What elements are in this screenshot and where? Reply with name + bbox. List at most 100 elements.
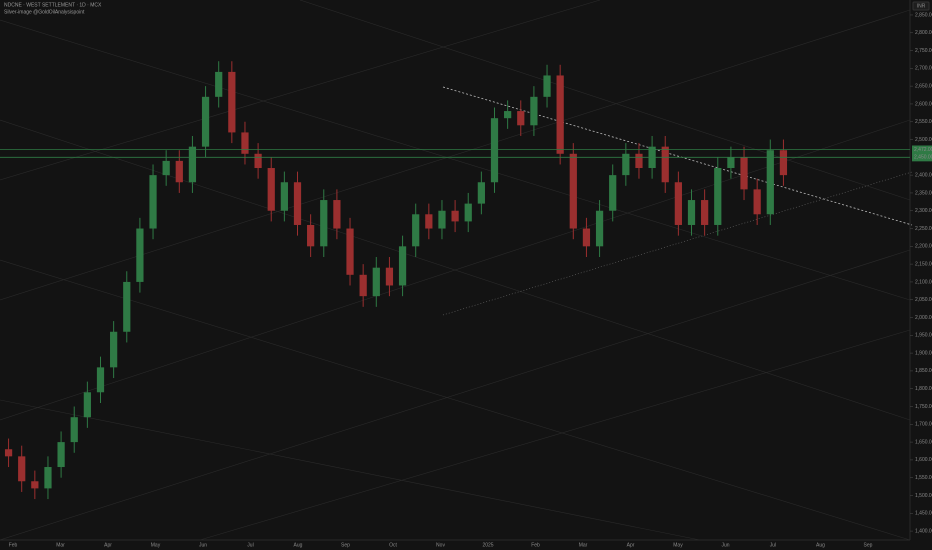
candle-body [110, 331, 118, 368]
y-tick-label: 2,850.00 [915, 12, 932, 18]
candle-body [556, 75, 564, 154]
y-tick-label: 2,250.00 [915, 226, 932, 232]
candle-body [18, 456, 26, 482]
currency-button[interactable] [912, 1, 930, 11]
y-tick-label: 2,550.00 [915, 119, 932, 125]
y-tick-label: 2,300.00 [915, 208, 932, 214]
candle-body [136, 228, 144, 282]
candle-body [477, 182, 485, 204]
candle-body [162, 160, 170, 176]
y-tick-label: 2,700.00 [915, 66, 932, 72]
price-label-box [912, 145, 932, 154]
candle-body [201, 96, 210, 147]
y-tick-label: 1,950.00 [915, 333, 932, 339]
x-tick-label: Apr [104, 542, 112, 548]
candle-body [215, 71, 223, 97]
y-tick-label: 2,800.00 [915, 30, 932, 36]
x-tick-label: Sep [864, 542, 873, 548]
candle-body [701, 200, 709, 225]
y-tick-label: 2,500.00 [915, 137, 932, 143]
candle-body [188, 146, 197, 183]
candle-body [569, 153, 577, 229]
x-tick-label: Jul [247, 542, 253, 548]
price-label-box [912, 153, 932, 162]
candle-body [83, 392, 91, 418]
y-tick-label: 2,750.00 [915, 48, 932, 54]
x-tick-label: May [673, 542, 683, 548]
candle-body [582, 228, 591, 247]
candle-body [530, 96, 538, 126]
candle-body [333, 200, 341, 229]
y-tick-label: 2,350.00 [915, 190, 932, 196]
candle-body [398, 246, 407, 286]
candle-body [595, 210, 604, 247]
candle-body [674, 182, 682, 225]
candle-body [44, 467, 52, 489]
candle-body [320, 200, 328, 247]
y-tick-label: 1,450.00 [915, 511, 932, 517]
currency-label[interactable]: INR [917, 3, 926, 9]
candle-body [635, 153, 643, 169]
y-tick-label: 1,550.00 [915, 475, 932, 481]
candle-body [622, 153, 630, 176]
candle-body [280, 182, 288, 211]
candle-body [228, 71, 236, 133]
candle-body [504, 111, 512, 119]
candle-body [412, 214, 420, 247]
y-tick-label: 2,150.00 [915, 261, 932, 267]
y-tick-label: 1,800.00 [915, 386, 932, 392]
y-tick-label: 2,100.00 [915, 279, 932, 285]
candle-body [714, 168, 722, 225]
x-tick-label: Nov [436, 542, 445, 548]
candle-body [254, 153, 262, 169]
y-tick-label: 1,500.00 [915, 493, 932, 499]
x-tick-label: Sep [341, 542, 350, 548]
candle-body [727, 157, 735, 169]
x-tick-label: Mar [579, 542, 588, 548]
candle-body [241, 132, 249, 154]
candle-body [359, 274, 367, 297]
candle-body [766, 150, 774, 215]
x-tick-label: Aug [294, 542, 303, 548]
y-tick-label: 1,850.00 [915, 368, 932, 374]
y-tick-label: 1,650.00 [915, 439, 932, 445]
candle-body [687, 200, 696, 225]
y-tick-label: 2,650.00 [915, 83, 932, 89]
y-tick-label: 1,750.00 [915, 404, 932, 410]
chart-subtitle: Silver-image @GoldOilAnalysispoint [4, 9, 85, 15]
x-tick-label: 2025 [482, 542, 493, 548]
y-tick-label: 1,400.00 [915, 528, 932, 534]
y-tick-label: 1,900.00 [915, 350, 932, 356]
candle-body [661, 146, 669, 183]
candle-body [31, 481, 39, 489]
x-tick-label: Oct [389, 542, 397, 548]
candle-body [779, 150, 788, 176]
candle-body [753, 189, 761, 215]
fan-grid [0, 0, 911, 541]
x-tick-label: Aug [816, 542, 825, 548]
candle-body [175, 160, 183, 183]
candle-body [425, 214, 433, 229]
candle-body [4, 449, 13, 457]
y-tick-label: 2,600.00 [915, 101, 932, 107]
candle-body [123, 281, 131, 332]
x-tick-label: Mar [56, 542, 65, 548]
candle-body [96, 367, 105, 393]
trend-line [442, 171, 913, 316]
candle-body [149, 175, 157, 229]
y-tick-label: 2,000.00 [915, 315, 932, 321]
x-tick-label: Apr [627, 542, 635, 548]
candle-body [517, 111, 525, 126]
candle-body [464, 203, 472, 222]
candle-body [609, 175, 617, 211]
x-tick-label: Jul [770, 542, 776, 548]
candle-body [385, 267, 394, 286]
candle-body [490, 118, 499, 183]
candle-body [267, 168, 275, 211]
candle-body [740, 157, 748, 190]
candle-body [438, 210, 446, 229]
y-tick-label: 2,050.00 [915, 297, 932, 303]
candle-body [346, 228, 354, 275]
